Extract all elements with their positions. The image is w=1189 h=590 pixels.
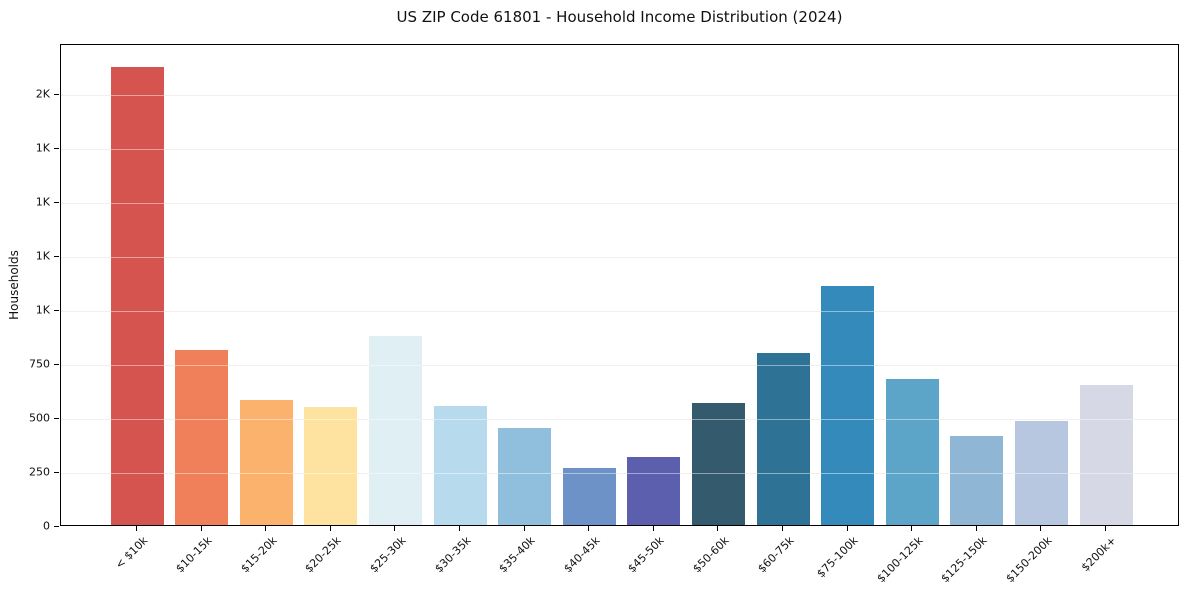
x-tick-label: $10-15k <box>173 534 215 576</box>
x-tick-mark <box>911 526 913 531</box>
x-tick-mark <box>1105 526 1106 531</box>
x-tick-mark <box>782 526 783 531</box>
x-tick-mark <box>1040 526 1042 531</box>
x-tick-mark <box>523 526 525 531</box>
gridline-y-1000 <box>61 310 1178 312</box>
x-tick-mark <box>329 526 331 531</box>
x-tick-mark <box>459 526 460 531</box>
bar-$30-35k <box>433 406 487 525</box>
gridline-y-1250 <box>61 256 1178 258</box>
y-tick-label: 1K <box>35 249 50 263</box>
y-tick-label: 1K <box>35 303 50 317</box>
y-tick-label: 2K <box>35 87 50 101</box>
x-tick-mark <box>846 526 848 531</box>
x-tick-label: $100-125k <box>874 534 926 586</box>
y-tick-mark <box>54 417 59 419</box>
bar-$150-200k <box>1014 421 1068 525</box>
y-tick-mark <box>54 472 59 473</box>
x-tick-mark <box>652 526 654 531</box>
gridlines-layer <box>61 45 1178 525</box>
plot-area <box>60 44 1179 526</box>
y-tick-mark <box>54 309 59 311</box>
x-tick-label: $40-45k <box>561 534 603 576</box>
gridline-y-1000 <box>61 310 1178 312</box>
y-tick-label: 1K <box>35 195 50 209</box>
x-tick-label: $45-50k <box>625 534 668 576</box>
gridline-y-250 <box>61 473 1178 474</box>
gridline-y-1750 <box>61 148 1178 150</box>
x-tick-mark <box>588 526 590 531</box>
x-tick-label: $75-100k <box>814 534 861 581</box>
x-tick-mark <box>136 526 137 531</box>
x-tick-label: $125-150k <box>938 534 991 586</box>
x-tick-mark <box>717 526 719 531</box>
x-tick-label: $15-20k <box>238 534 280 576</box>
y-tick-mark <box>54 255 59 257</box>
gridline-y-1500 <box>61 202 1178 204</box>
x-tick-mark <box>394 526 396 531</box>
chart-title: US ZIP Code 61801 - Household Income Dis… <box>396 8 843 26</box>
gridline-y-1750 <box>61 148 1178 150</box>
bar-$25-30k <box>368 335 422 525</box>
y-tick-mark <box>54 147 59 149</box>
x-tick-label: $200k+ <box>1079 534 1120 575</box>
x-tick-mark <box>975 526 977 531</box>
gridline-y-750 <box>61 364 1178 366</box>
x-tick-mark <box>265 526 267 531</box>
y-tick-label: 250 <box>29 465 50 479</box>
bar-$100-125k <box>885 379 939 525</box>
bar-$125-150k <box>950 436 1004 525</box>
y-tick-mark <box>54 93 59 95</box>
gridline-y-500 <box>61 418 1178 420</box>
gridline-y-500 <box>61 418 1178 420</box>
gridline-y-2000 <box>61 94 1178 96</box>
x-tick-label: $20-25k <box>302 534 345 576</box>
x-tick-label: $30-35k <box>431 534 474 576</box>
gridline-y-2000 <box>61 94 1178 96</box>
x-tick-label: $150-200k <box>1003 534 1055 586</box>
bar-< $10k <box>110 66 164 525</box>
gridline-y-1500 <box>61 202 1178 204</box>
y-tick-label: 750 <box>29 357 50 371</box>
y-tick-mark <box>54 526 59 527</box>
gridline-y-750 <box>61 364 1178 366</box>
x-tick-label: $50-60k <box>690 534 732 576</box>
bar-$50-60k <box>691 402 745 525</box>
gridline-y-1250 <box>61 256 1178 258</box>
bar-$45-50k <box>627 456 681 525</box>
y-tick-label: 0 <box>43 519 50 533</box>
y-tick-label: 500 <box>29 411 50 425</box>
x-tick-mark <box>200 526 202 531</box>
bar-$20-25k <box>304 407 358 525</box>
y-tick-label: 1K <box>35 141 50 155</box>
bar-$200k+ <box>1079 384 1133 525</box>
bar-$75-100k <box>821 286 875 525</box>
bar-$60-75k <box>756 353 810 525</box>
bar-$10-15k <box>175 349 229 525</box>
x-tick-label: < $10k <box>112 534 151 572</box>
y-tick-mark <box>54 363 59 365</box>
bar-$40-45k <box>562 467 616 525</box>
x-tick-label: $25-30k <box>367 534 409 576</box>
x-tick-label: $60-75k <box>754 534 797 576</box>
gridlines-overlay-layer <box>61 45 1178 525</box>
gridline-y-250 <box>61 473 1178 474</box>
y-tick-mark <box>54 201 59 203</box>
bar-$15-20k <box>239 399 293 525</box>
bars-layer <box>61 45 1178 525</box>
bar-$35-40k <box>498 427 552 525</box>
x-tick-label: $35-40k <box>496 534 538 576</box>
